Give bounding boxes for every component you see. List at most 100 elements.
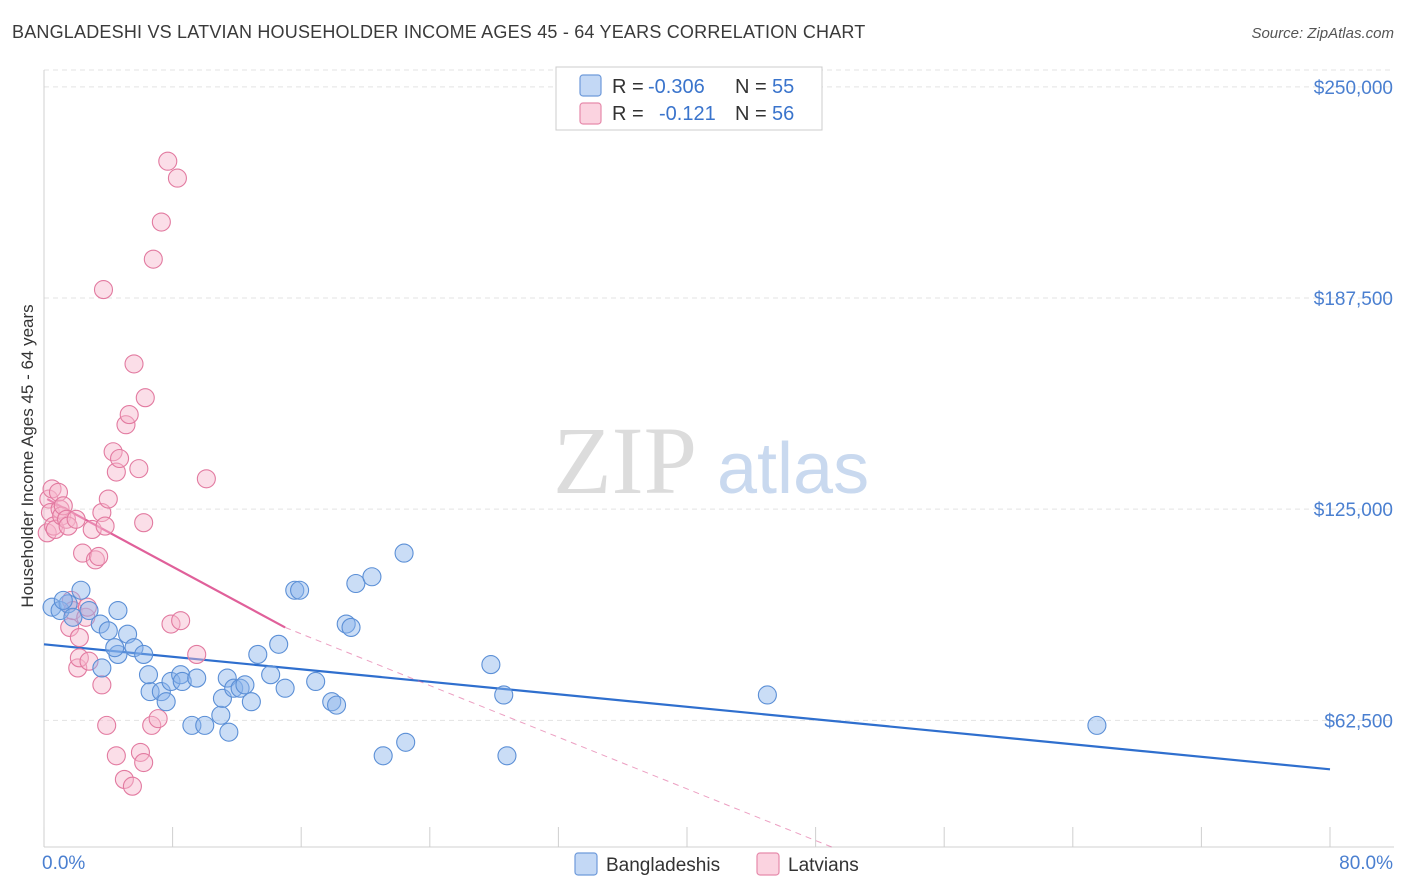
watermark: ZIP atlas [553,407,869,514]
point-bangladeshis-50 [481,655,501,675]
point-latvians-43 [92,675,112,695]
point-latvians-16 [68,658,88,678]
point-latvians-32 [119,405,139,425]
point-bangladeshis-47 [373,746,393,766]
x-tick-min: 0.0% [42,853,85,874]
bottom-legend-swatch-latvians [756,852,780,876]
point-bangladeshis-4 [71,580,91,600]
point-bangladeshis-54 [1087,715,1107,735]
watermark-zip: ZIP [553,407,697,514]
point-latvians-40 [158,151,178,171]
point-bangladeshis-45 [346,573,366,594]
point-latvians-38 [143,249,163,269]
scatter-points [37,151,1107,796]
point-latvians-35 [134,513,154,533]
y-tick-label-0: $62,500 [1324,711,1393,732]
point-bangladeshis-40 [306,671,326,692]
x-minor-ticks [43,827,1331,847]
plot-area: ZIP atlas [37,69,1394,848]
point-latvians-26 [95,516,115,536]
legend-swatch-bangladeshis [579,74,602,97]
point-bangladeshis-38 [285,580,305,600]
point-bangladeshis-31 [235,675,255,695]
point-bangladeshis-3 [63,607,83,627]
point-latvians-37 [93,280,114,300]
legend-r-value-1: -0.306 [648,76,705,98]
point-latvians-53 [171,611,191,631]
legend-n-label-1: N = [735,76,767,98]
point-latvians-49 [134,752,154,773]
point-bangladeshis-48 [394,543,414,563]
point-bangladeshis-25 [195,715,215,735]
point-latvians-7 [50,499,70,519]
bottom-legend-swatch-bangladeshis [574,852,598,876]
point-bangladeshis-44 [341,617,361,637]
point-latvians-30 [110,448,130,469]
point-bangladeshis-12 [105,638,125,658]
bottom-legend-label-bangladeshis: Bangladeshis [606,855,720,876]
legend-r-value-2: -0.121 [659,103,716,125]
point-bangladeshis-49 [396,732,416,752]
chart-source: Source: ZipAtlas.com [1251,25,1394,42]
point-latvians-11 [58,516,78,536]
point-latvians-41 [167,168,187,188]
point-bangladeshis-42 [327,695,347,715]
point-bangladeshis-37 [275,678,295,698]
point-bangladeshis-7 [90,614,110,634]
point-latvians-46 [114,769,134,789]
point-bangladeshis-18 [151,682,171,702]
point-latvians-55 [196,469,216,489]
watermark-atlas: atlas [717,429,869,509]
point-latvians-39 [151,212,171,232]
point-latvians-36 [135,388,155,408]
point-latvians-24 [89,546,109,567]
gridlines [44,69,1394,721]
point-bangladeshis-5 [79,600,99,621]
point-bangladeshis-29 [224,678,244,698]
point-bangladeshis-24 [187,668,207,688]
point-latvians-15 [66,509,86,529]
point-latvians-31 [116,415,136,435]
point-bangladeshis-17 [138,665,159,685]
point-bangladeshis-15 [134,644,154,664]
point-bangladeshis-22 [172,671,192,692]
point-bangladeshis-8 [98,621,118,641]
trend-line-1 [46,498,286,629]
point-latvians-51 [148,709,168,729]
point-latvians-22 [82,519,102,539]
trend-lines [43,498,1331,848]
point-latvians-23 [85,550,105,570]
point-bangladeshis-14 [124,638,144,658]
point-latvians-34 [129,459,149,479]
point-bangladeshis-10 [92,658,112,678]
legend-n-label-2: N = [735,103,767,125]
point-latvians-48 [130,742,150,762]
point-bangladeshis-6 [53,590,73,610]
legend-n-value-2: 56 [772,103,794,125]
point-bangladeshis-28 [217,668,237,688]
y-tick-labels: $62,500 $125,000 $187,500 $250,000 [1314,78,1393,732]
y-axis-label: Householder Income Ages 45 - 64 years [18,304,37,607]
point-bangladeshis-9 [108,600,128,621]
point-bangladeshis-26 [211,705,231,725]
point-bangladeshis-53 [757,685,777,705]
point-bangladeshis-33 [241,692,261,712]
point-bangladeshis-46 [362,567,382,587]
bottom-legend-label-latvians: Latvians [788,855,859,876]
point-latvians-10 [56,509,77,529]
point-bangladeshis-36 [269,634,289,654]
trend-extension-1 [284,626,832,848]
y-tick-label-1: $125,000 [1314,500,1393,521]
legend-box: R = -0.306 N = 55 R = -0.121 N = 56 [555,66,823,131]
point-latvians-42 [69,627,89,648]
legend-n-value-1: 55 [772,76,794,98]
point-bangladeshis-52 [497,746,517,766]
point-latvians-20 [77,597,97,617]
x-tick-max: 80.0% [1339,853,1393,874]
point-latvians-47 [122,776,142,796]
point-bangladeshis-51 [494,685,514,705]
point-bangladeshis-35 [261,665,281,685]
legend-r-label-1: R = [612,76,644,98]
point-bangladeshis-34 [248,644,268,664]
